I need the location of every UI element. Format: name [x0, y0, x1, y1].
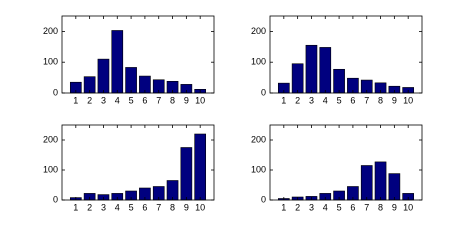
axes-box	[269, 15, 423, 94]
x-tick-label: 5	[129, 202, 134, 212]
x-tick-label: 3	[309, 95, 314, 105]
x-tick-label: 4	[115, 202, 120, 212]
x-tick-label: 3	[101, 202, 106, 212]
y-tick-label: 200	[251, 134, 266, 144]
y-tick-label: 0	[261, 87, 266, 97]
y-tick-label: 100	[43, 57, 58, 67]
x-tick-label: 7	[156, 202, 161, 212]
axes-box	[61, 15, 215, 94]
y-tick-label: 200	[43, 26, 58, 36]
x-tick-label: 2	[295, 95, 300, 105]
x-tick-label: 7	[364, 95, 369, 105]
x-tick-label: 2	[87, 202, 92, 212]
x-tick-label: 7	[364, 202, 369, 212]
bar	[97, 58, 110, 94]
x-tick-label: 9	[184, 202, 189, 212]
x-tick-label: 9	[392, 95, 397, 105]
x-tick-label: 2	[87, 95, 92, 105]
y-tick-label: 200	[43, 134, 58, 144]
x-tick-label: 9	[184, 95, 189, 105]
bar	[374, 161, 387, 201]
x-tick-label: 1	[281, 95, 286, 105]
y-tick-label: 0	[53, 87, 58, 97]
x-tick-label: 5	[337, 202, 342, 212]
x-tick-label: 4	[115, 95, 120, 105]
x-tick-label: 7	[156, 95, 161, 105]
bar	[291, 63, 304, 94]
x-tick-label: 6	[350, 95, 355, 105]
y-tick-label: 100	[251, 164, 266, 174]
y-tick-label: 0	[261, 194, 266, 204]
x-tick-label: 5	[129, 95, 134, 105]
x-tick-label: 8	[378, 202, 383, 212]
axes-box	[269, 124, 423, 201]
bar	[333, 68, 345, 94]
x-tick-label: 2	[295, 202, 300, 212]
bar	[111, 30, 124, 94]
x-tick-label: 1	[73, 202, 78, 212]
y-tick-label: 100	[43, 164, 58, 174]
x-tick-label: 1	[73, 95, 78, 105]
bar	[180, 147, 193, 201]
x-tick-label: 3	[101, 95, 106, 105]
x-tick-label: 4	[323, 202, 328, 212]
x-tick-label: 8	[170, 95, 175, 105]
x-tick-label: 4	[323, 95, 328, 105]
x-tick-label: 9	[392, 202, 397, 212]
y-tick-label: 200	[251, 26, 266, 36]
bar	[360, 165, 373, 201]
x-tick-label: 10	[403, 95, 413, 105]
bar	[125, 67, 137, 94]
x-tick-label: 8	[170, 202, 175, 212]
x-tick-label: 8	[378, 95, 383, 105]
x-tick-label: 10	[403, 202, 413, 212]
bar	[194, 133, 207, 201]
x-tick-label: 1	[281, 202, 286, 212]
bar	[305, 44, 318, 94]
x-tick-label: 6	[142, 95, 147, 105]
x-tick-label: 3	[309, 202, 314, 212]
x-tick-label: 5	[337, 95, 342, 105]
bar	[388, 173, 401, 201]
x-tick-label: 6	[350, 202, 355, 212]
x-tick-label: 10	[195, 95, 205, 105]
y-tick-label: 100	[251, 57, 266, 67]
x-tick-label: 6	[142, 202, 147, 212]
bar	[319, 47, 332, 94]
y-tick-label: 0	[53, 194, 58, 204]
x-tick-label: 10	[195, 202, 205, 212]
axes-box	[61, 124, 215, 201]
